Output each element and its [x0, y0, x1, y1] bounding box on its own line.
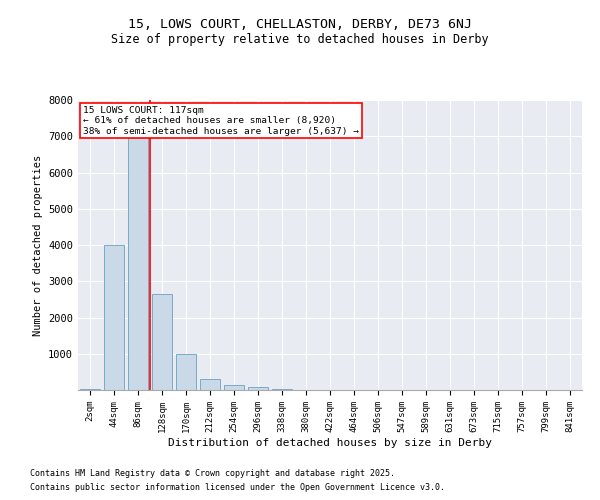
- Text: 15 LOWS COURT: 117sqm
← 61% of detached houses are smaller (8,920)
38% of semi-d: 15 LOWS COURT: 117sqm ← 61% of detached …: [83, 106, 359, 136]
- Text: 15, LOWS COURT, CHELLASTON, DERBY, DE73 6NJ: 15, LOWS COURT, CHELLASTON, DERBY, DE73 …: [128, 18, 472, 30]
- Bar: [80, 389, 100, 390]
- Text: Size of property relative to detached houses in Derby: Size of property relative to detached ho…: [111, 32, 489, 46]
- Y-axis label: Number of detached properties: Number of detached properties: [32, 154, 43, 336]
- Text: Contains public sector information licensed under the Open Government Licence v3: Contains public sector information licen…: [30, 484, 445, 492]
- Bar: [152, 294, 172, 390]
- Bar: [224, 386, 244, 390]
- Bar: [272, 389, 292, 390]
- Text: Contains HM Land Registry data © Crown copyright and database right 2025.: Contains HM Land Registry data © Crown c…: [30, 468, 395, 477]
- Bar: [104, 245, 124, 390]
- Bar: [176, 354, 196, 390]
- Bar: [248, 386, 268, 390]
- Bar: [128, 126, 148, 390]
- Bar: [200, 379, 220, 390]
- X-axis label: Distribution of detached houses by size in Derby: Distribution of detached houses by size …: [168, 438, 492, 448]
